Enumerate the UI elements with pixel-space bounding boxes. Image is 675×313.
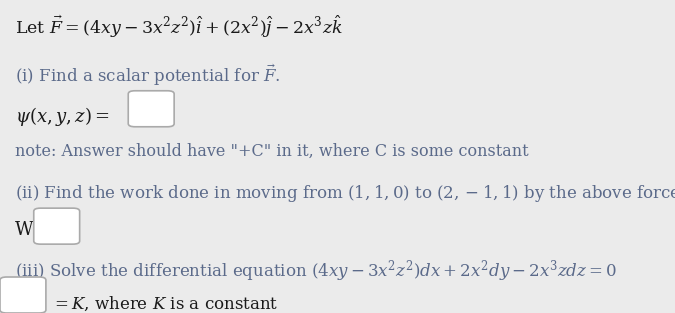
FancyBboxPatch shape bbox=[34, 208, 80, 244]
FancyBboxPatch shape bbox=[128, 91, 174, 127]
Text: note: Answer should have "+C" in it, where C is some constant: note: Answer should have "+C" in it, whe… bbox=[15, 142, 529, 159]
Text: Let $\vec{F} = (4xy - 3x^2z^2)\hat{i} + (2x^2)\hat{j} - 2x^3z\hat{k}$: Let $\vec{F} = (4xy - 3x^2z^2)\hat{i} + … bbox=[15, 14, 343, 40]
Text: $= K$, where $K$ is a constant: $= K$, where $K$ is a constant bbox=[51, 295, 278, 313]
Text: $\psi(x, y, z) = $: $\psi(x, y, z) = $ bbox=[15, 105, 109, 128]
Text: (iii) Solve the differential equation $(4xy - 3x^2z^2)dx + 2x^2dy - 2x^3zdz = 0$: (iii) Solve the differential equation $(… bbox=[15, 258, 617, 284]
FancyBboxPatch shape bbox=[0, 277, 46, 313]
Text: (ii) Find the work done in moving from $(1, 1, 0)$ to $(2, -1, 1)$ by the above : (ii) Find the work done in moving from $… bbox=[15, 183, 675, 204]
Text: W=: W= bbox=[15, 221, 49, 239]
Text: (i) Find a scalar potential for $\vec{F}$.: (i) Find a scalar potential for $\vec{F}… bbox=[15, 63, 280, 88]
